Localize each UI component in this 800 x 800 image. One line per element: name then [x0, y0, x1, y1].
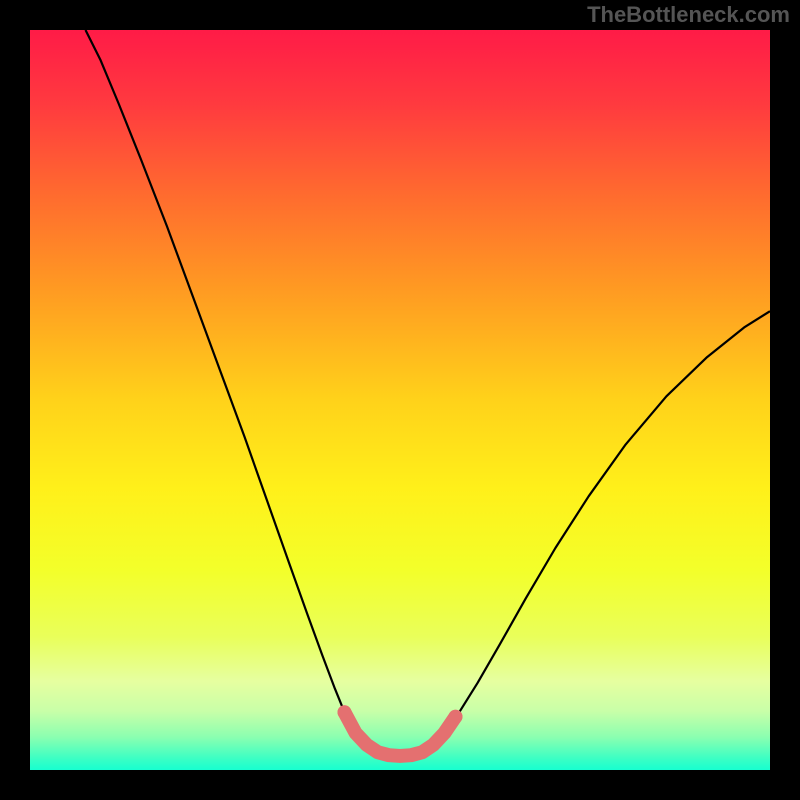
bottleneck-curve [86, 30, 771, 756]
valley-dot-right [449, 710, 463, 724]
stage: TheBottleneck.com [0, 0, 800, 800]
curve-overlay [30, 30, 770, 770]
plot-area [30, 30, 770, 770]
watermark-text: TheBottleneck.com [587, 2, 790, 28]
valley-dot-left [338, 705, 352, 719]
valley-highlight [345, 712, 456, 756]
